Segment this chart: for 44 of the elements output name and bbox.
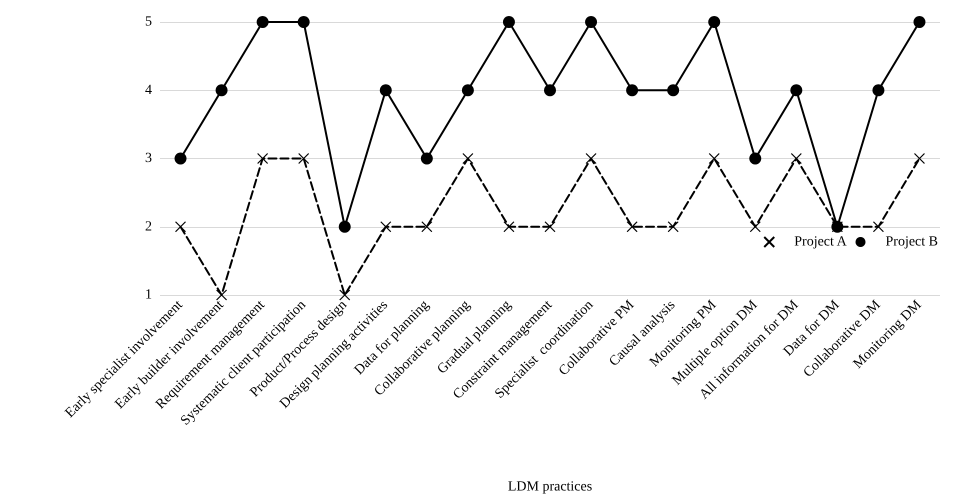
point [420,152,433,164]
point [708,152,720,164]
point [298,152,310,164]
point [872,221,884,232]
point [750,221,761,232]
point [872,84,884,96]
point [708,16,720,28]
y-tick-label: 1 [145,288,152,302]
y-tick-label: 2 [145,219,152,234]
point [338,220,351,233]
legend-label: Project A [794,234,848,250]
point [174,221,186,232]
legend-label: Project B [886,234,938,250]
point [298,16,310,28]
point [462,84,474,96]
point [668,221,679,232]
point [503,221,515,232]
x-axis-title: LDM practices [508,480,592,494]
point [257,152,268,164]
point [216,84,228,96]
point [339,289,350,301]
point [502,16,515,28]
point [174,152,187,164]
point [256,16,269,28]
point [914,152,926,164]
point [544,221,556,232]
point [585,152,597,164]
point [626,84,638,96]
point [790,152,802,164]
y-tick-label: 5 [145,14,152,30]
y-tick-label: 4 [145,82,152,98]
point [913,16,926,28]
point [667,84,680,96]
point [421,221,432,232]
point [749,152,762,164]
point [380,221,392,232]
point [380,84,392,96]
point [462,152,474,164]
point [585,16,598,28]
point [626,221,638,232]
y-tick-label: 3 [145,151,152,166]
point [790,84,802,96]
point [216,289,228,301]
point [544,84,556,96]
